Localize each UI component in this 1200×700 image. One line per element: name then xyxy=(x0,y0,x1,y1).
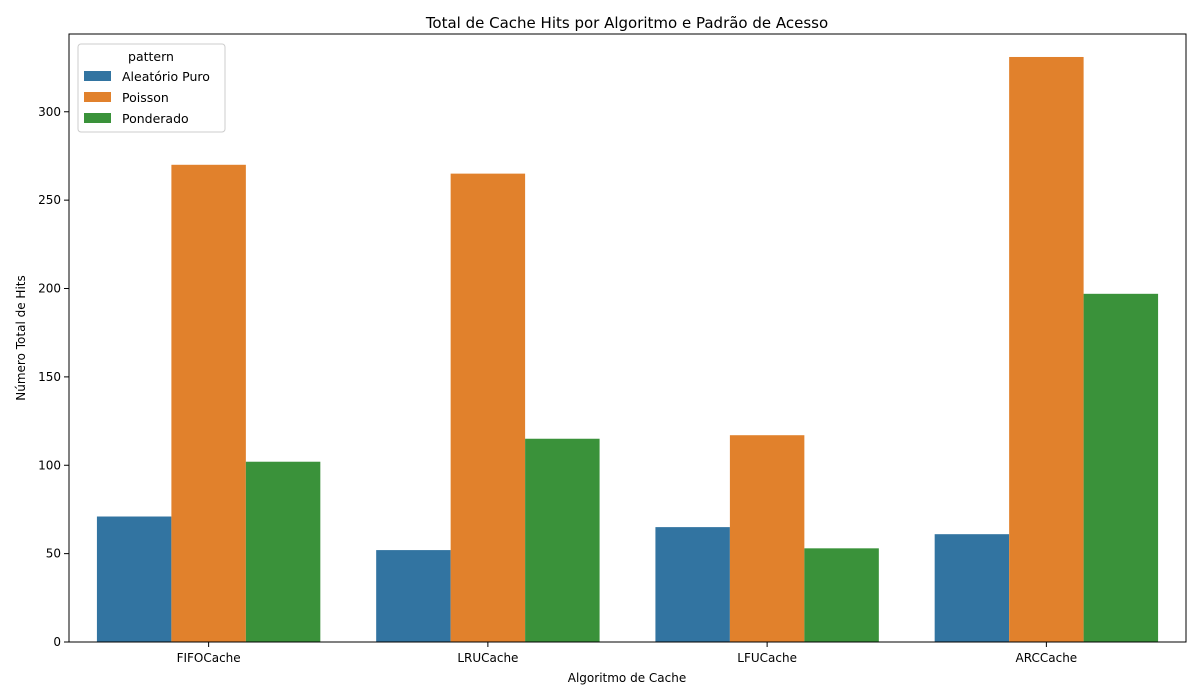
y-tick-label: 250 xyxy=(38,193,61,207)
bar-aleat-rio-puro-arccache xyxy=(934,534,1010,642)
legend-label: Poisson xyxy=(122,90,169,105)
y-tick-label: 100 xyxy=(38,458,61,472)
bar-poisson-arccache xyxy=(1009,56,1084,643)
plot-frame xyxy=(68,33,1187,643)
legend-label: Aleatório Puro xyxy=(122,69,210,84)
legend-box xyxy=(77,43,226,133)
x-tick-label: LRUCache xyxy=(457,651,518,665)
legend: pattern Aleatório Puro Poisson Ponderado xyxy=(77,43,226,133)
y-tick-label: 150 xyxy=(38,370,61,384)
x-axis-label: Algoritmo de Cache xyxy=(568,671,686,685)
bar-aleat-rio-puro-lfucache xyxy=(655,527,730,642)
y-axis-ticks: 0 50 100 150 200 250 300 xyxy=(38,105,69,649)
legend-title: pattern xyxy=(128,49,174,64)
y-tick-label: 200 xyxy=(38,282,61,296)
chart-title: Total de Cache Hits por Algoritmo e Padr… xyxy=(425,14,828,32)
legend-swatch xyxy=(84,71,111,81)
x-axis-ticks: FIFOCache LRUCache LFUCache ARCCache xyxy=(177,642,1078,665)
x-tick-label: ARCCache xyxy=(1016,651,1078,665)
y-tick-label: 300 xyxy=(38,105,61,119)
legend-label: Ponderado xyxy=(122,111,189,126)
bar-aleat-rio-puro-lrucache xyxy=(376,550,451,642)
bar-aleat-rio-puro-fifocache xyxy=(96,516,172,642)
bar-ponderado-fifocache xyxy=(245,461,321,642)
bar-poisson-fifocache xyxy=(171,164,246,643)
bar-ponderado-lrucache xyxy=(525,438,600,642)
y-axis-label: Número Total de Hits xyxy=(14,275,28,400)
bar-ponderado-lfucache xyxy=(804,548,879,642)
legend-swatch xyxy=(84,113,111,123)
legend-swatch xyxy=(84,92,111,102)
bar-poisson-lrucache xyxy=(450,173,526,642)
x-tick-label: LFUCache xyxy=(737,651,797,665)
bar-ponderado-arccache xyxy=(1083,293,1159,642)
x-tick-label: FIFOCache xyxy=(177,651,241,665)
bars-group xyxy=(96,56,1159,643)
y-tick-label: 0 xyxy=(53,635,61,649)
bar-poisson-lfucache xyxy=(729,435,805,642)
y-tick-label: 50 xyxy=(46,547,61,561)
